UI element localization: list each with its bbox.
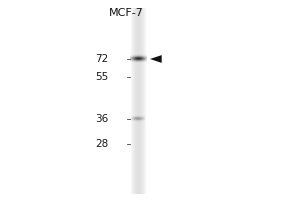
Text: 28: 28 bbox=[95, 139, 108, 149]
Polygon shape bbox=[150, 55, 162, 63]
Text: 72: 72 bbox=[95, 54, 108, 64]
Text: MCF-7: MCF-7 bbox=[109, 8, 143, 18]
Text: 36: 36 bbox=[95, 114, 108, 124]
Text: 55: 55 bbox=[95, 72, 108, 82]
